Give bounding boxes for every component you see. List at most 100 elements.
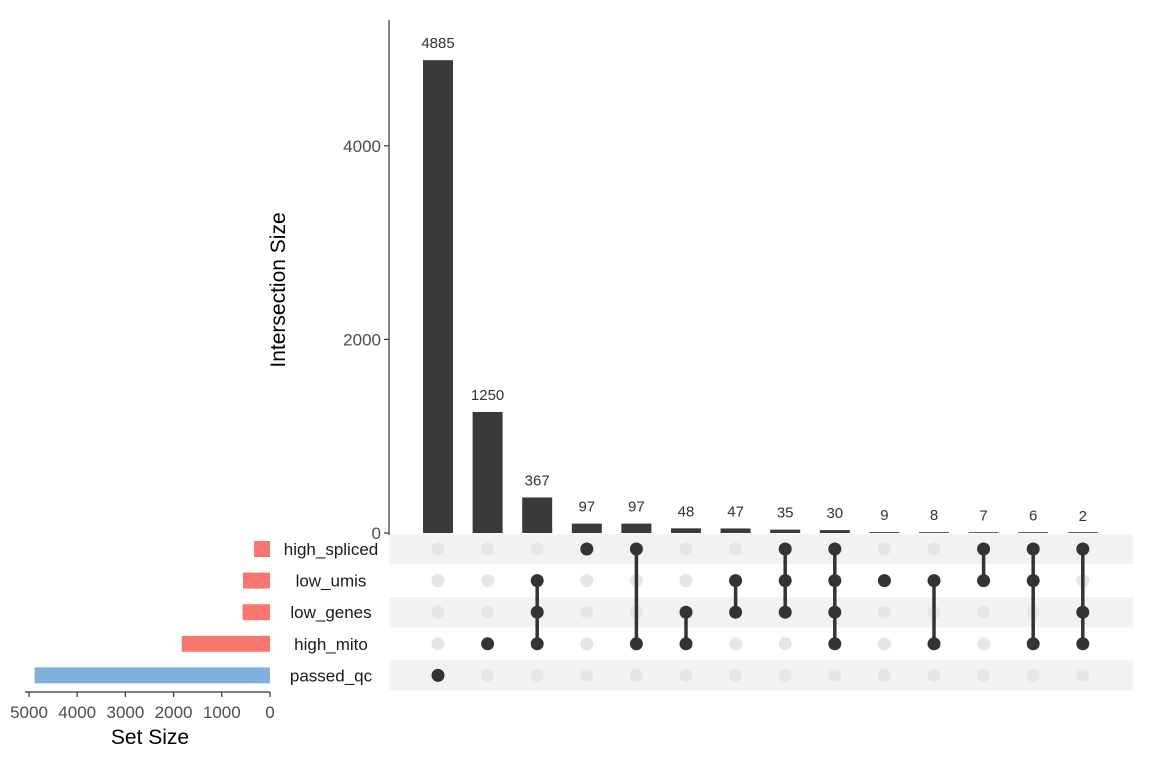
matrix-dot-inactive: [877, 605, 891, 619]
matrix-dot-inactive: [679, 542, 693, 556]
set-size-bar: [254, 541, 270, 557]
set-size-axis-tick-label: 0: [265, 703, 274, 722]
matrix-dot-active: [629, 637, 643, 651]
matrix-dot-active: [828, 605, 842, 619]
intersection-bar: [1018, 532, 1049, 533]
matrix-dot-active: [729, 605, 743, 619]
intersection-bar: [671, 528, 701, 533]
matrix-dot-active: [1076, 605, 1090, 619]
set-size-bar: [34, 667, 270, 684]
set-size-axis-tick-label: 4000: [58, 703, 96, 722]
matrix-dot-inactive: [927, 668, 941, 682]
intersection-bar-label: 97: [578, 499, 595, 516]
matrix-dot-inactive: [481, 542, 495, 556]
intersection-bar-label: 97: [628, 499, 645, 516]
matrix-dot-inactive: [580, 668, 594, 682]
matrix-dot-active: [828, 574, 842, 588]
set-size-axis-tick-label: 3000: [106, 703, 144, 722]
matrix-dot-active: [679, 605, 693, 619]
matrix-dot-active: [927, 574, 941, 588]
matrix-dot-inactive: [431, 605, 445, 619]
intersection-bar: [819, 530, 850, 533]
matrix-dot-inactive: [481, 605, 495, 619]
matrix-dot-inactive: [729, 637, 743, 651]
intersection-bar: [919, 532, 949, 533]
matrix-dot-inactive: [530, 668, 544, 682]
intersection-bar: [472, 412, 503, 533]
matrix-dot-active: [1026, 637, 1040, 651]
matrix-dot-active: [1026, 542, 1040, 556]
intersection-bar-label: 8: [930, 507, 938, 524]
set-size-bars: [34, 541, 270, 684]
intersection-bar-label: 48: [678, 503, 695, 520]
intersection-bar: [869, 532, 900, 533]
matrix-dot-active: [629, 542, 643, 556]
set-name-label: high_spliced: [284, 540, 379, 559]
intersection-bar: [1067, 532, 1098, 533]
set-size-axis-tick-label: 5000: [10, 703, 48, 722]
matrix-dot-inactive: [431, 574, 445, 588]
matrix-dot-active: [530, 637, 544, 651]
intersection-bars: [423, 60, 1098, 533]
intersection-bar-label: 2: [1079, 508, 1087, 525]
matrix-dot-inactive: [431, 542, 445, 556]
intersection-axis-tick-label: 4000: [343, 137, 381, 156]
matrix-dot-inactive: [481, 574, 495, 588]
intersection-bar: [968, 532, 999, 533]
matrix-dot-inactive: [580, 637, 594, 651]
matrix-dot-inactive: [431, 637, 445, 651]
set-size-axis-tick-label: 1000: [203, 703, 241, 722]
matrix-dot-inactive: [481, 668, 495, 682]
matrix-dot-inactive: [679, 574, 693, 588]
intersection-bar-label: 47: [727, 503, 744, 520]
set-size-axis-tick-label: 2000: [155, 703, 193, 722]
intersection-bar-label: 30: [826, 505, 843, 522]
matrix-dot-active: [530, 605, 544, 619]
set-name-label: low_genes: [290, 603, 371, 622]
matrix-stripes: [389, 534, 1133, 691]
intersection-bar-label: 367: [525, 472, 550, 489]
matrix-dot-active: [828, 637, 842, 651]
matrix-dot-inactive: [877, 637, 891, 651]
intersection-size-axis: 0 2000 4000: [343, 20, 390, 543]
matrix-dot-inactive: [530, 542, 544, 556]
matrix-dot-active: [1026, 574, 1040, 588]
matrix-dot-inactive: [778, 668, 792, 682]
intersection-bar-label: 7: [979, 507, 987, 524]
matrix-row-stripe: [389, 597, 1133, 628]
intersection-axis-tick-label: 2000: [343, 330, 381, 349]
intersection-axis-tick-label: 0: [372, 524, 381, 543]
matrix-dot-inactive: [828, 668, 842, 682]
matrix-dot-active: [778, 605, 792, 619]
matrix-dot-active: [778, 542, 792, 556]
matrix-dot-inactive: [1026, 668, 1040, 682]
set-size-axis: 5000 4000 3000 2000 1000 0: [10, 691, 275, 722]
matrix-dot-active: [778, 574, 792, 588]
matrix-dot-active: [1076, 637, 1090, 651]
matrix-dot-active: [1076, 542, 1090, 556]
matrix-dot-inactive: [927, 542, 941, 556]
intersection-bar-label: 35: [777, 505, 794, 522]
matrix-dot-inactive: [977, 668, 991, 682]
matrix-dot-inactive: [580, 605, 594, 619]
intersection-bar: [720, 528, 751, 533]
intersection-bar-label: 6: [1029, 507, 1037, 524]
matrix-dot-active: [729, 574, 743, 588]
matrix-dot-inactive: [629, 668, 643, 682]
set-size-bar: [242, 604, 270, 621]
matrix-dot-active: [580, 542, 594, 556]
matrix-dot-active: [977, 574, 991, 588]
intersection-matrix: [431, 542, 1090, 682]
intersection-bar: [621, 523, 652, 533]
intersection-bar: [522, 497, 553, 533]
matrix-dot-inactive: [580, 574, 594, 588]
intersection-bar: [571, 523, 602, 533]
matrix-dot-active: [877, 574, 891, 588]
matrix-dot-active: [927, 637, 941, 651]
matrix-dot-active: [481, 637, 495, 651]
matrix-dot-inactive: [729, 668, 743, 682]
matrix-dot-inactive: [877, 542, 891, 556]
set-size-bar: [243, 572, 270, 589]
matrix-dot-active: [828, 542, 842, 556]
